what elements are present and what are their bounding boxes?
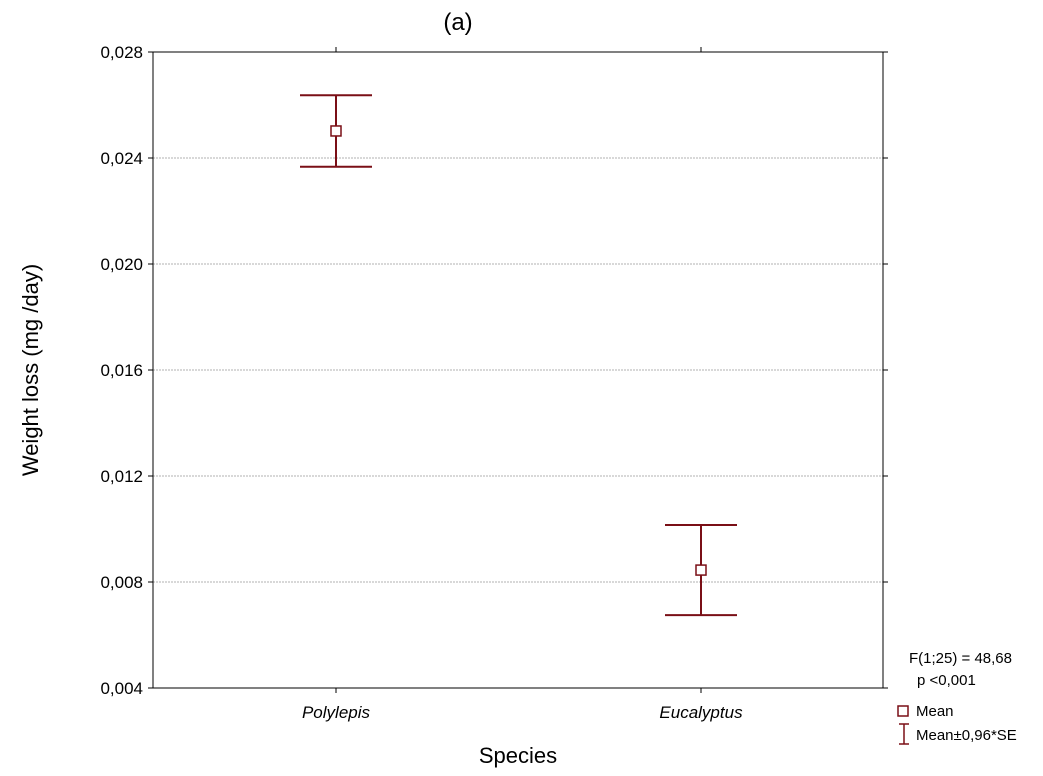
y-tick-label: 0,024 [100, 149, 143, 168]
y-tick-label: 0,004 [100, 679, 143, 698]
error-bar [300, 94, 372, 168]
annotation-f-statistic: F(1;25) = 48,68 [909, 650, 1012, 667]
y-tick-label: 0,016 [100, 361, 143, 380]
legend-mean-label: Mean [916, 703, 954, 720]
y-axis-ticks: 0,004 0,008 0,012 0,016 0,020 0,024 0,028 [100, 43, 888, 698]
legend-error-bar-label: Mean±0,96*SE [916, 727, 1017, 744]
y-tick-label: 0,012 [100, 467, 143, 486]
error-bar [665, 524, 737, 617]
y-tick-label: 0,028 [100, 43, 143, 62]
x-axis-ticks: Polylepis Eucalyptus [302, 47, 743, 722]
annotation-p-value: p <0,001 [917, 672, 976, 689]
mean-point [695, 564, 707, 576]
legend: Mean Mean±0,96*SE [897, 703, 1017, 745]
x-category-label: Eucalyptus [659, 703, 743, 722]
y-axis-title: Weight loss (mg /day) [18, 264, 43, 476]
mean-point [330, 125, 342, 137]
chart-title: (a) [443, 9, 472, 36]
y-tick-label: 0,008 [100, 573, 143, 592]
y-tick-label: 0,020 [100, 255, 143, 274]
x-category-label: Polylepis [302, 703, 371, 722]
legend-mean-marker [897, 705, 909, 717]
grid-lines [153, 157, 883, 583]
legend-error-bar-marker [899, 723, 909, 745]
series-mean [300, 94, 737, 617]
x-axis-title: Species [479, 743, 557, 768]
